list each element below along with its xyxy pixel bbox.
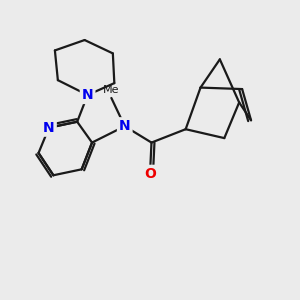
Text: N: N xyxy=(119,119,130,133)
Text: N: N xyxy=(43,121,55,135)
Text: O: O xyxy=(144,167,156,181)
Text: Me: Me xyxy=(103,85,120,95)
Text: N: N xyxy=(82,88,93,102)
